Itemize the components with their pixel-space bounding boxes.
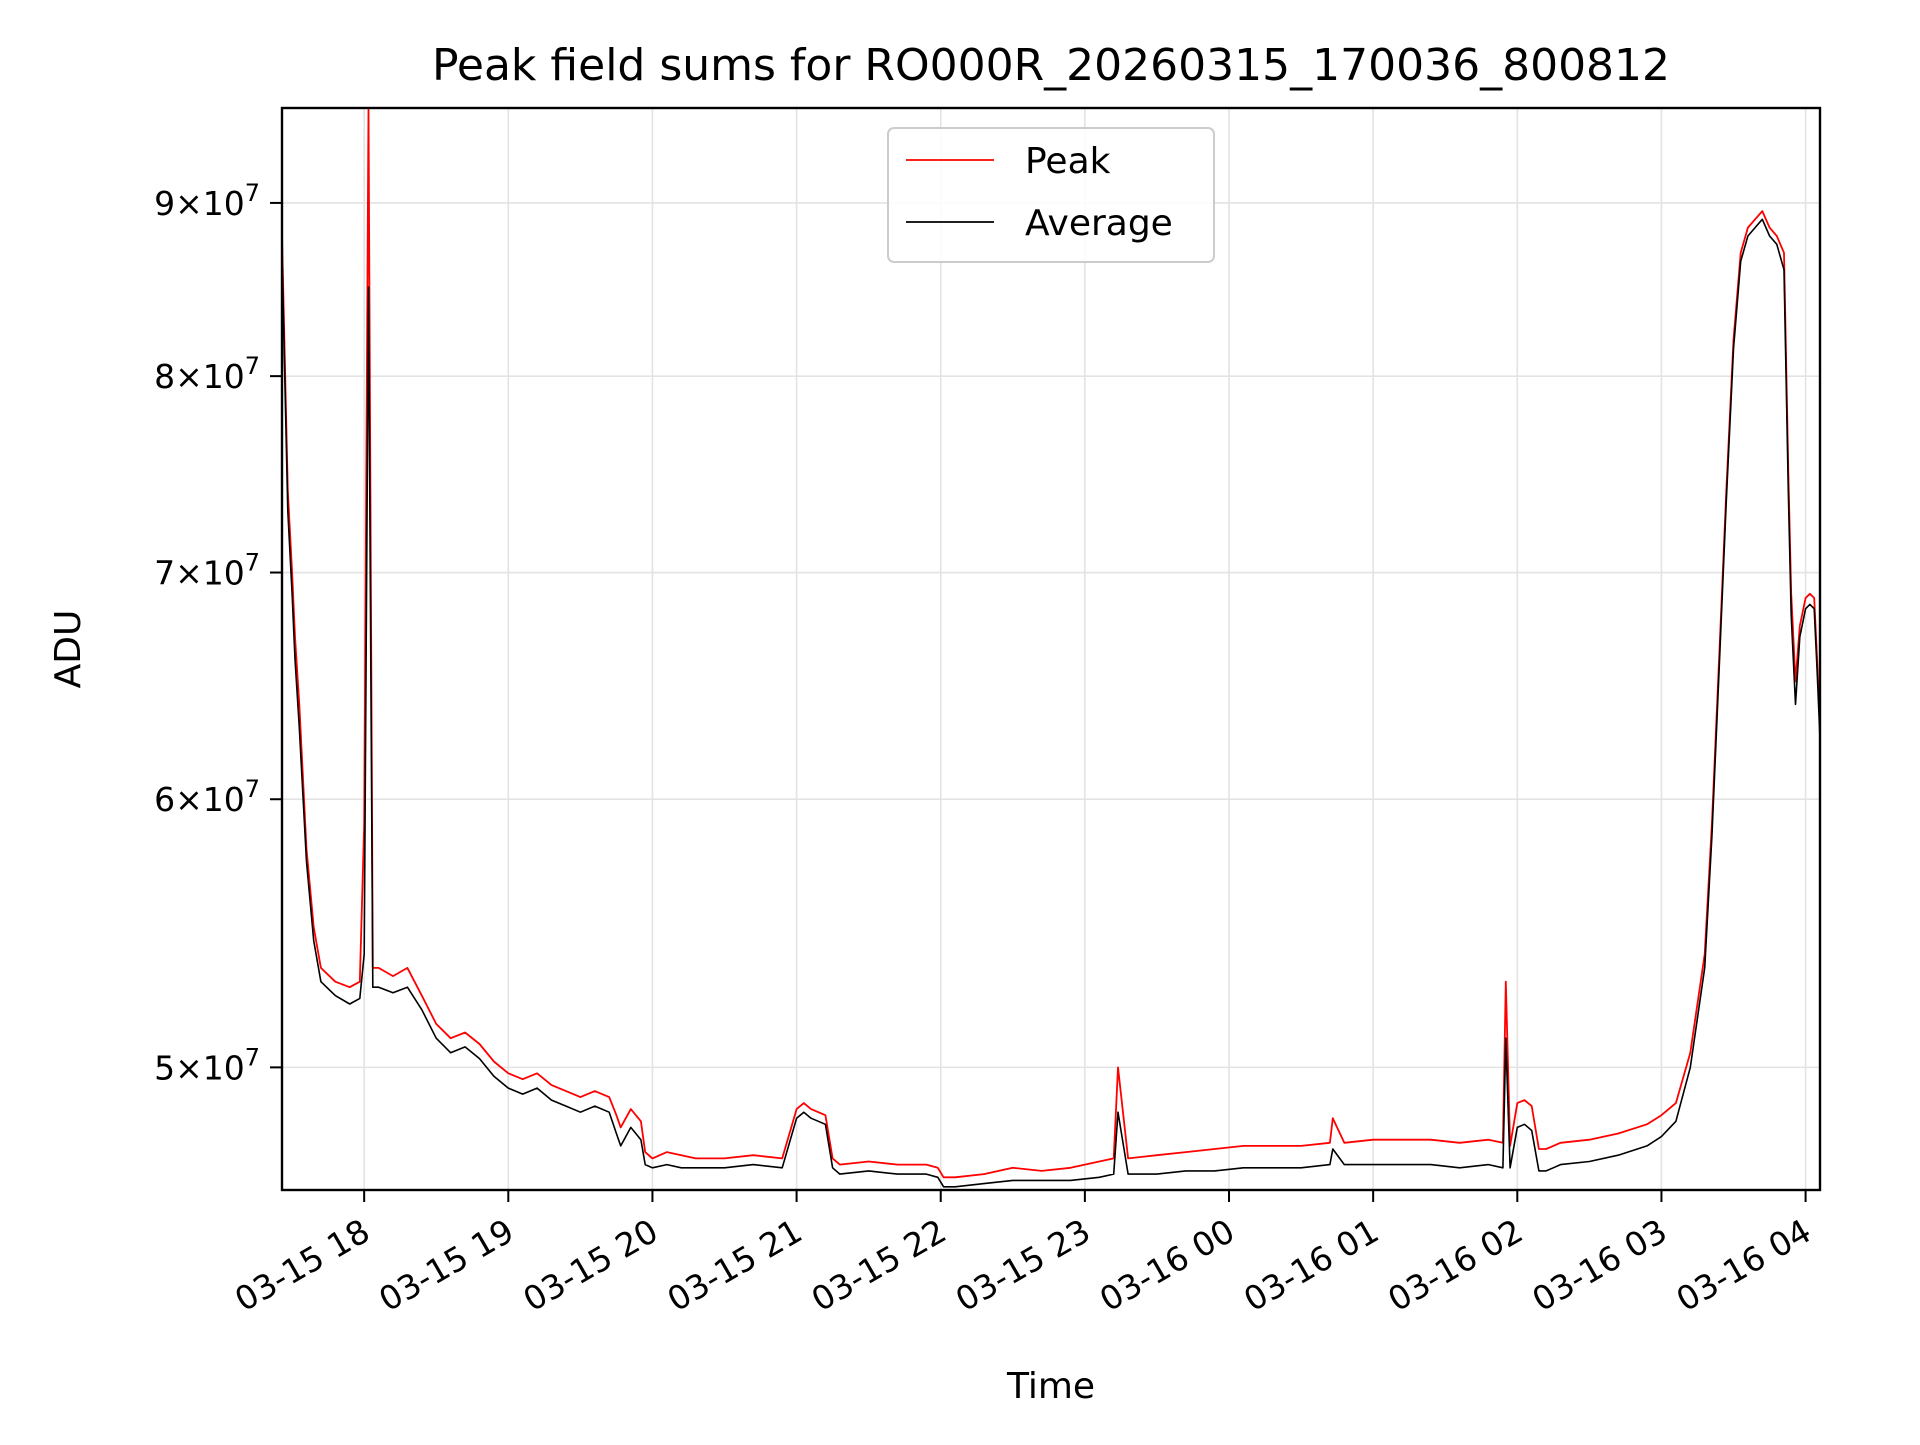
legend-label-peak: Peak bbox=[1025, 141, 1111, 182]
legend-label-average: Average bbox=[1025, 203, 1173, 244]
x-axis-label: Time bbox=[1006, 1366, 1095, 1407]
y-tick-label-0: 5×107 bbox=[154, 1043, 260, 1087]
grid-lines bbox=[282, 108, 1820, 1190]
y-tick-label-1: 6×107 bbox=[154, 775, 260, 819]
y-axis-ticks: 5×107 6×107 7×107 8×107 9×107 bbox=[154, 179, 282, 1087]
legend-box bbox=[887, 127, 1215, 263]
series-line-average bbox=[282, 218, 1820, 1188]
y-tick-label-3: 8×107 bbox=[154, 352, 260, 396]
chart-title: Peak field sums for RO000R_20260315_1700… bbox=[432, 40, 1670, 91]
legend: Peak Average bbox=[887, 127, 1215, 263]
plot-frame bbox=[280, 106, 1822, 1192]
y-tick-label-2: 7×107 bbox=[154, 549, 260, 593]
series-lines bbox=[282, 108, 1820, 1188]
y-tick-label-4: 9×107 bbox=[154, 179, 260, 223]
y-axis-label: ADU bbox=[48, 610, 89, 689]
